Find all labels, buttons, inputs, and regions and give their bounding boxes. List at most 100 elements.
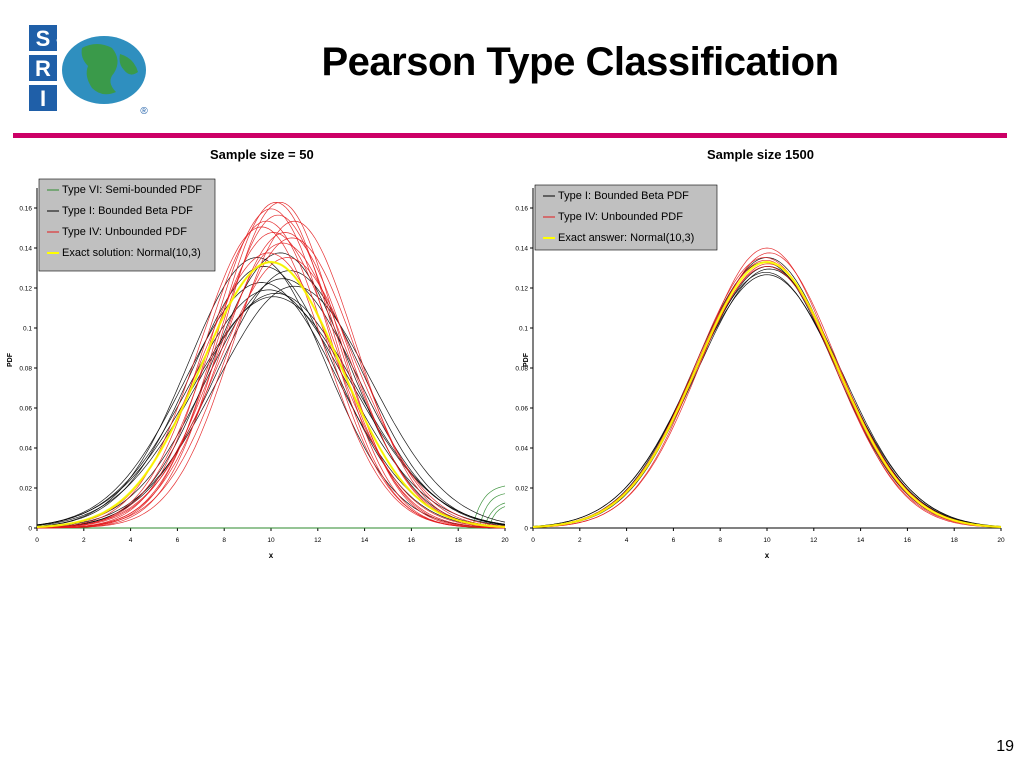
- series-line: [532, 252, 1002, 528]
- y-tick-label: 0.06: [515, 406, 528, 413]
- series-line: [36, 261, 506, 528]
- logo-tile-s: [27, 23, 59, 53]
- logo-letter-r: R: [35, 56, 51, 81]
- logo-letter-i: I: [40, 86, 46, 111]
- series-line: [37, 506, 506, 529]
- series-line: [36, 296, 506, 526]
- logo-letter-s: S: [36, 26, 51, 51]
- globe-land-icon: [81, 44, 118, 95]
- chart-left: 0 0.02 0.04 0.06 0.08 0.1 0.12 0.14 0.16 0 2 4 6 8 10 1…: [7, 178, 509, 560]
- series-line: [36, 293, 506, 526]
- series-line: [37, 201, 505, 529]
- series-line: [532, 263, 1002, 528]
- y-tick-label: 0.14: [515, 246, 528, 253]
- x-tick-label: 16: [408, 537, 416, 544]
- x-tick-label: 0: [35, 537, 39, 544]
- series-line: [37, 220, 506, 529]
- chart-right: 0 0.02 0.04 0.06 0.08 0.1 0.12 0.14 0.16 0 2 4 6 8 10 1…: [515, 184, 1005, 560]
- x-tick-label: 12: [810, 537, 818, 544]
- series-line: [36, 226, 506, 529]
- logo-tile-i: [27, 83, 59, 113]
- x-tick-label: 2: [578, 537, 582, 544]
- y-tick-label: 0.02: [19, 486, 32, 493]
- x-tick-label: 10: [763, 537, 771, 544]
- series-line: [36, 270, 506, 528]
- legend-entry: Type I: Bounded Beta PDF: [558, 190, 689, 202]
- globe-land-icon-2: [119, 54, 138, 75]
- y-tick-label: 0.1: [23, 326, 32, 333]
- series-line: [532, 260, 1002, 529]
- page-number: 19: [996, 738, 1014, 755]
- legend-entry: Exact answer: Normal(10,3): [558, 232, 694, 244]
- chart-title-right: Sample size 1500: [707, 147, 814, 162]
- series-line: [37, 208, 505, 529]
- legend-entry: Exact solution: Normal(10,3): [62, 247, 201, 259]
- y-tick-label: 0.06: [19, 406, 32, 413]
- legend-entry: Type I: Bounded Beta PDF: [62, 205, 193, 217]
- y-tick-label: 0.16: [515, 206, 528, 213]
- x-tick-label: 12: [314, 537, 322, 544]
- y-tick-label: 0.12: [19, 286, 32, 293]
- y-axis-label: PDF: [7, 352, 14, 367]
- x-tick-label: 4: [129, 537, 133, 544]
- x-tick-label: 14: [857, 537, 865, 544]
- x-tick-label: 0: [531, 537, 535, 544]
- chart-title-left: Sample size = 50: [210, 147, 314, 162]
- x-tick-label: 6: [176, 537, 180, 544]
- y-tick-label: 0.02: [515, 486, 528, 493]
- legend-entry: Type IV: Unbounded PDF: [62, 226, 187, 238]
- series-line: [532, 261, 1002, 528]
- series-line: [37, 214, 506, 529]
- x-tick-label: 8: [718, 537, 722, 544]
- legend-entry: Type VI: Semi-bounded PDF: [62, 184, 202, 196]
- legend-entry: Type IV: Unbounded PDF: [558, 211, 683, 223]
- y-tick-label: 0: [28, 526, 32, 533]
- series-line: [532, 268, 1002, 528]
- swri-logo: S W R I ®: [27, 23, 148, 117]
- y-tick-label: 0.1: [519, 326, 528, 333]
- legend-box: [534, 184, 718, 251]
- x-tick-label: 2: [82, 537, 86, 544]
- series-line: [36, 289, 506, 526]
- series-line: [37, 242, 506, 529]
- x-tick-label: 4: [625, 537, 629, 544]
- x-tick-label: 14: [361, 537, 369, 544]
- y-tick-label: 0.14: [19, 246, 32, 253]
- series-line: [532, 266, 1002, 528]
- y-tick-label: 0: [524, 526, 528, 533]
- series-line: [532, 257, 1002, 528]
- series-line: [37, 232, 505, 529]
- page-title: Pearson Type Classification: [321, 40, 839, 84]
- series-line: [532, 247, 1002, 528]
- registered-mark: ®: [140, 106, 148, 117]
- x-tick-label: 10: [267, 537, 275, 544]
- series-line: [36, 252, 506, 528]
- y-tick-label: 0.08: [515, 366, 528, 373]
- x-tick-label: 18: [455, 537, 463, 544]
- series-line: [532, 259, 1002, 528]
- y-tick-label: 0.04: [19, 446, 32, 453]
- x-tick-label: 8: [222, 537, 226, 544]
- x-tick-label: 20: [501, 537, 509, 544]
- series-line: [36, 232, 506, 529]
- series-line: [532, 274, 1002, 527]
- y-tick-label: 0.12: [515, 286, 528, 293]
- series-line: [36, 278, 506, 528]
- series-line: [36, 266, 506, 528]
- x-tick-label: 20: [997, 537, 1005, 544]
- series-line: [37, 257, 506, 528]
- y-tick-label: 0.16: [19, 206, 32, 213]
- series-line: [36, 285, 506, 528]
- x-axis-label: x: [765, 551, 770, 560]
- x-tick-label: 18: [951, 537, 959, 544]
- x-tick-label: 16: [904, 537, 912, 544]
- series-line: [36, 260, 506, 529]
- y-tick-label: 0.04: [515, 446, 528, 453]
- y-tick-label: 0.08: [19, 366, 32, 373]
- series-line: [532, 271, 1002, 527]
- y-axis-label: PDF: [523, 352, 530, 367]
- series-line: [532, 266, 1002, 528]
- series-line: [36, 282, 506, 527]
- series-line: [532, 257, 1002, 528]
- x-tick-label: 6: [672, 537, 676, 544]
